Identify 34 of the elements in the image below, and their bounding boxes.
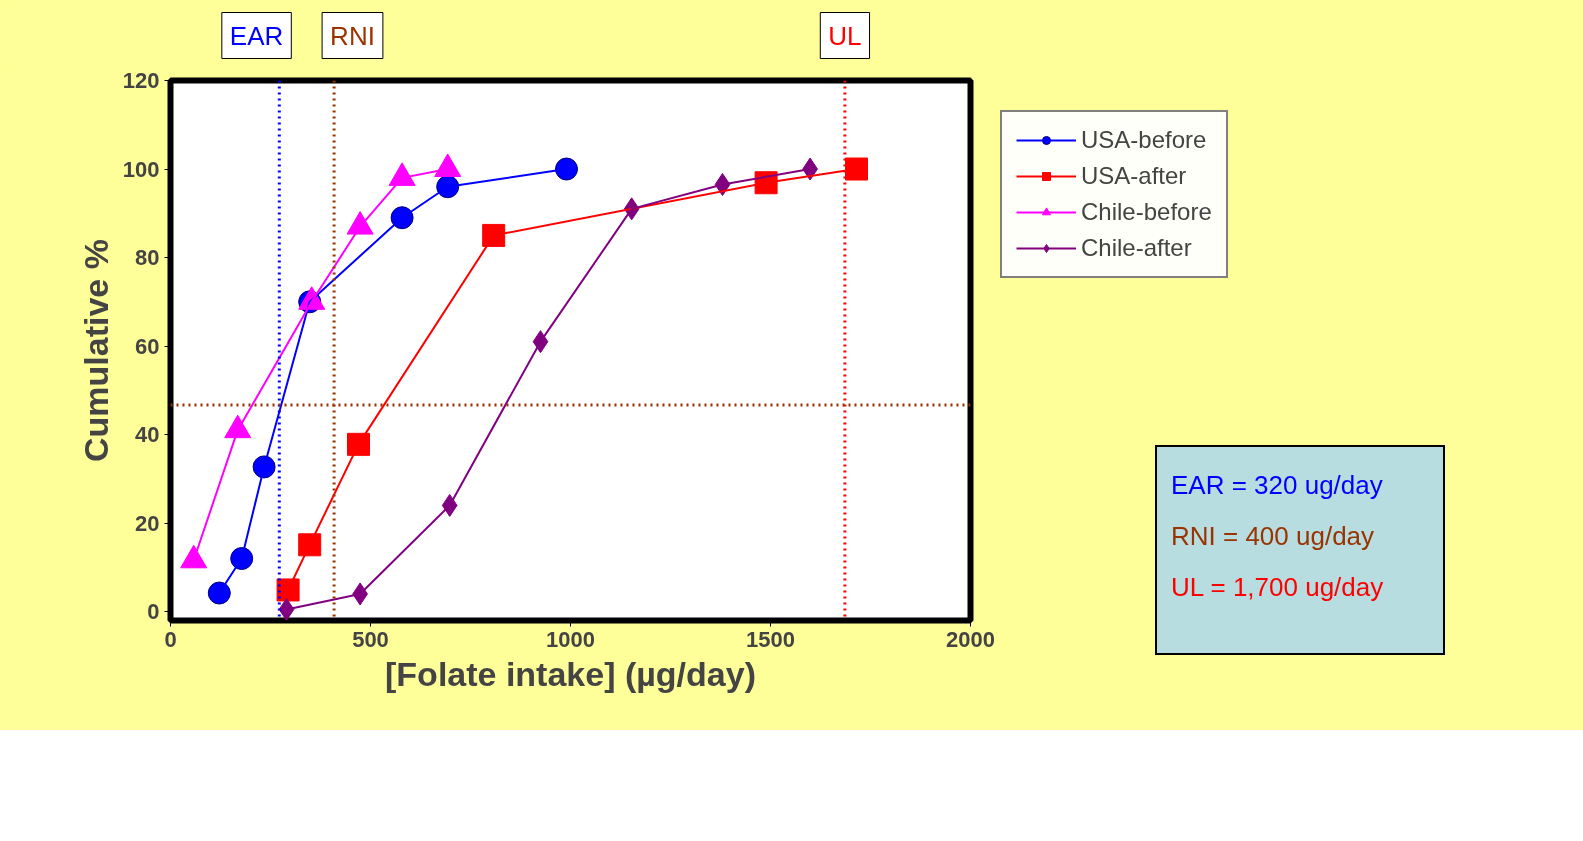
- y-tick-label: 100: [122, 156, 160, 182]
- text: EAR = 320 ug/day: [1171, 469, 1384, 502]
- point: [845, 157, 868, 181]
- y-tick-label: 20: [135, 510, 160, 536]
- point: [390, 206, 414, 230]
- y-tick-label: 0: [147, 599, 160, 625]
- text: RNI = 400 ug/day: [1171, 520, 1376, 554]
- x-axis-title: [Folate intake] (µg/day): [385, 654, 756, 693]
- legend-label: USA-before: [1081, 126, 1207, 154]
- point: [278, 597, 295, 621]
- point: [298, 533, 322, 557]
- legend-label: Chile-before: [1081, 198, 1212, 226]
- point: [276, 578, 300, 602]
- x-tick-label: 0: [164, 626, 177, 652]
- point: [230, 547, 254, 571]
- y-tick-label: 120: [122, 68, 160, 93]
- legend-label: USA-after: [1081, 162, 1187, 190]
- ref-line-label: RNI: [330, 20, 375, 51]
- x-tick-label: 2000: [946, 626, 995, 652]
- y-tick-label: 60: [135, 333, 160, 359]
- point: [252, 455, 276, 479]
- x-tick-label: 1500: [746, 626, 795, 652]
- point: [555, 157, 578, 181]
- x-tick-label: 500: [352, 626, 389, 652]
- x-tick-label: 1000: [546, 626, 595, 652]
- y-tick-label: 80: [135, 245, 160, 271]
- point: [482, 223, 506, 247]
- ref-line-label: UL: [828, 20, 862, 51]
- y-axis-title: Cumulative %: [76, 239, 115, 462]
- text: UL = 1,700 ug/day: [1171, 571, 1384, 605]
- legend-label: Chile-after: [1081, 234, 1192, 262]
- point: [207, 581, 231, 605]
- ref-line-label: EAR: [229, 20, 284, 51]
- y-tick-label: 40: [135, 422, 160, 448]
